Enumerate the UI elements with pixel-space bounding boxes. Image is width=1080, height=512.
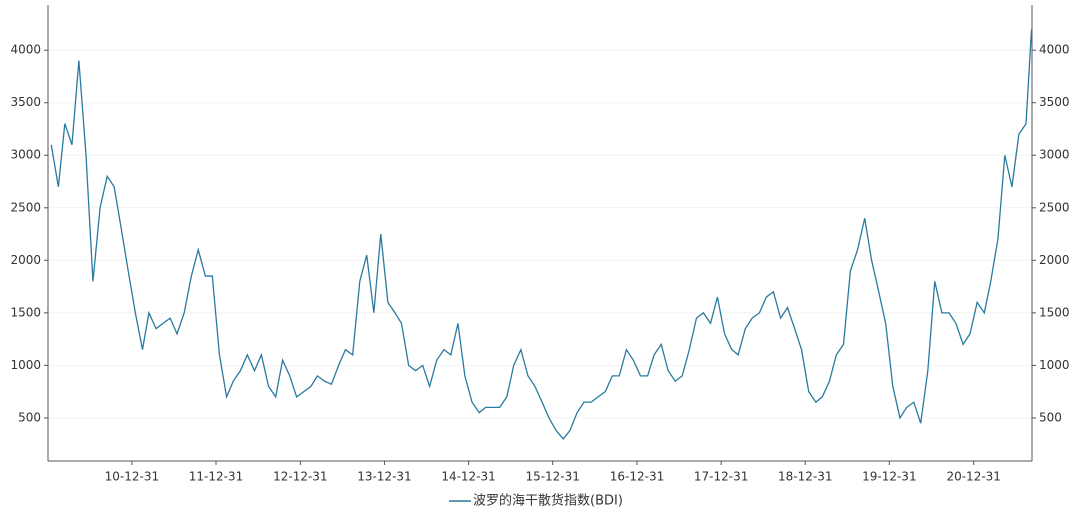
y-tick-label: 3500	[10, 95, 41, 109]
legend-label: 波罗的海干散货指数(BDI)	[473, 493, 623, 509]
x-tick-label: 16-12-31	[610, 470, 664, 484]
y2-tick-label: 1000	[1039, 358, 1070, 372]
y-tick-label: 500	[18, 410, 41, 424]
x-tick-label: 14-12-31	[441, 470, 495, 484]
x-tick-label: 15-12-31	[525, 470, 579, 484]
y-tick-label: 2000	[10, 253, 41, 267]
y2-tick-label: 500	[1039, 410, 1062, 424]
x-tick-label: 12-12-31	[273, 470, 327, 484]
y2-tick-label: 2500	[1039, 200, 1070, 214]
x-tick-label: 11-12-31	[189, 470, 243, 484]
y2-tick-label: 2000	[1039, 253, 1070, 267]
x-tick-label: 13-12-31	[357, 470, 411, 484]
y-tick-label: 4000	[10, 43, 41, 57]
y2-tick-label: 3000	[1039, 148, 1070, 162]
x-tick-label: 20-12-31	[946, 470, 1000, 484]
y-tick-label: 2500	[10, 200, 41, 214]
y2-tick-label: 1500	[1039, 305, 1070, 319]
x-tick-label: 10-12-31	[105, 470, 159, 484]
data-line	[50, 29, 1033, 440]
x-tick-label: 19-12-31	[862, 470, 916, 484]
y2-tick-label: 3500	[1039, 95, 1070, 109]
y-tick-label: 1000	[10, 358, 41, 372]
x-tick-label: 18-12-31	[778, 470, 832, 484]
y-tick-label: 1500	[10, 305, 41, 319]
x-tick-label: 17-12-31	[694, 470, 748, 484]
y2-tick-label: 4000	[1039, 43, 1070, 57]
y-tick-label: 3000	[10, 148, 41, 162]
